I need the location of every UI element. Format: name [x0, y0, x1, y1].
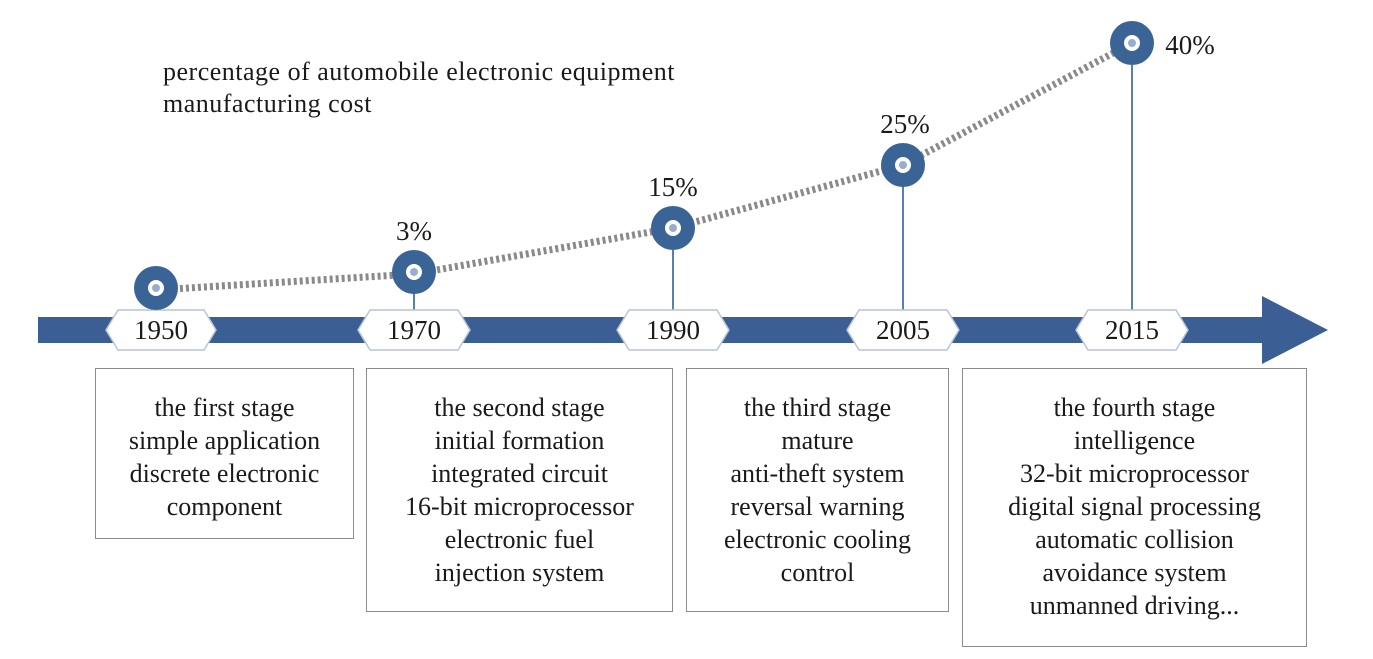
- stage-box-second: the second stage initial formation integ…: [366, 368, 673, 612]
- year-badge-1950: [105, 309, 217, 351]
- stage-line: automatic collision: [1035, 525, 1234, 554]
- stage-line: the first stage: [154, 393, 295, 422]
- year-label-1970: 1970: [387, 315, 441, 345]
- stage-line: unmanned driving...: [1029, 591, 1240, 620]
- title-line: manufacturing cost: [163, 89, 372, 118]
- stage-line: initial formation: [434, 426, 605, 455]
- ring-marker-2005: [881, 143, 925, 187]
- stage-line: component: [166, 492, 283, 521]
- timeline-arrowhead: [1262, 296, 1328, 364]
- year-label-1950: 1950: [134, 315, 188, 345]
- stage-line: mature: [781, 426, 854, 455]
- stage-line: the third stage: [743, 393, 892, 422]
- stage-line: reversal warning: [730, 492, 905, 521]
- stage-line: 32-bit microprocessor: [1020, 459, 1249, 488]
- stage-line: integrated circuit: [431, 459, 608, 488]
- stage-box-third: the third stage mature anti-theft system…: [686, 368, 949, 612]
- ring-marker-1950: [134, 266, 178, 310]
- stage-line: injection system: [434, 558, 605, 587]
- stage-line: digital signal processing: [1008, 492, 1261, 521]
- year-badge-2005: [846, 309, 960, 351]
- year-label-1990: 1990: [646, 315, 700, 345]
- title-line: percentage of automobile electronic equi…: [163, 57, 675, 86]
- diagram-title: percentage of automobile electronic equi…: [163, 56, 675, 120]
- stage-line: the fourth stage: [1053, 393, 1216, 422]
- year-label-2005: 2005: [876, 315, 930, 345]
- year-badge-2015: [1075, 309, 1189, 351]
- trend-line: [155, 39, 1134, 294]
- ring-marker-1990: [651, 206, 695, 250]
- stage-line: electronic cooling: [724, 525, 911, 554]
- stage-line: avoidance system: [1042, 558, 1227, 587]
- stage-line: electronic fuel: [444, 525, 595, 554]
- percent-label-2015: 40%: [1165, 30, 1215, 60]
- percent-label-1970: 3%: [396, 216, 432, 246]
- year-badge-1990: [616, 309, 730, 351]
- stage-line: the second stage: [434, 393, 605, 422]
- stage-box-first: the first stage simple application discr…: [95, 368, 354, 539]
- stage-line: discrete electronic: [129, 459, 320, 488]
- stage-line: 16-bit microprocessor: [405, 492, 634, 521]
- year-label-2015: 2015: [1105, 315, 1159, 345]
- year-badge-1970: [357, 309, 471, 351]
- stage-line: anti-theft system: [730, 459, 905, 488]
- stage-line: simple application: [128, 426, 321, 455]
- percent-label-1990: 15%: [648, 172, 698, 202]
- stage-box-fourth: the fourth stage intelligence 32-bit mic…: [962, 368, 1307, 647]
- stage-line: control: [780, 558, 855, 587]
- ring-marker-2015: [1110, 21, 1154, 65]
- stage-line: intelligence: [1073, 426, 1196, 455]
- ring-marker-1970: [392, 250, 436, 294]
- percent-label-2005: 25%: [880, 109, 930, 139]
